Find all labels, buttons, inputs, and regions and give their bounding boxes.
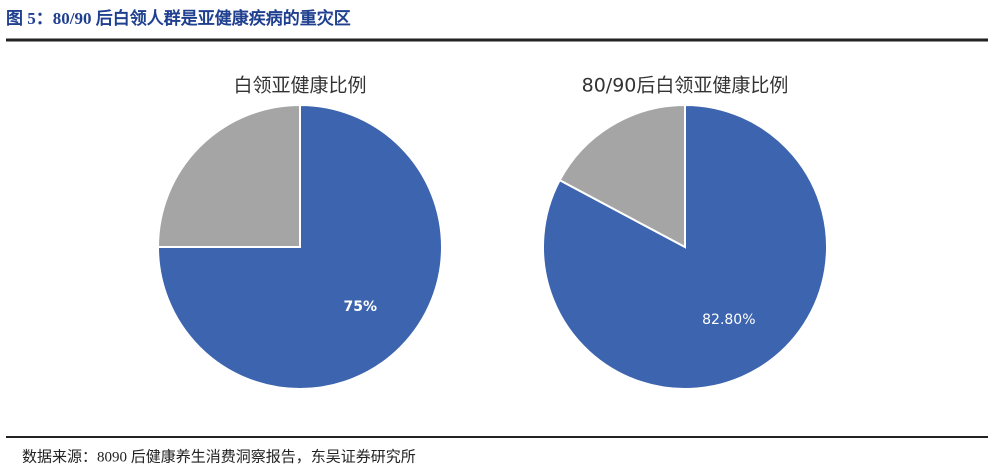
pie-slice xyxy=(156,103,301,248)
figure-title: 图 5：80/90 后白领人群是亚健康疾病的重灾区 xyxy=(6,8,351,28)
source-note: 数据来源：8090 后健康养生消费洞察报告，东吴证券研究所 xyxy=(22,447,416,465)
value-label: 82.80% xyxy=(702,312,755,328)
pie-slice xyxy=(558,103,686,249)
pie-slice xyxy=(542,103,828,390)
pie-slice xyxy=(156,103,443,390)
pie-title: 白领亚健康比例 xyxy=(233,75,366,97)
pie-title: 80/90后白领亚健康比例 xyxy=(582,75,789,97)
value-label: 75% xyxy=(343,299,377,315)
